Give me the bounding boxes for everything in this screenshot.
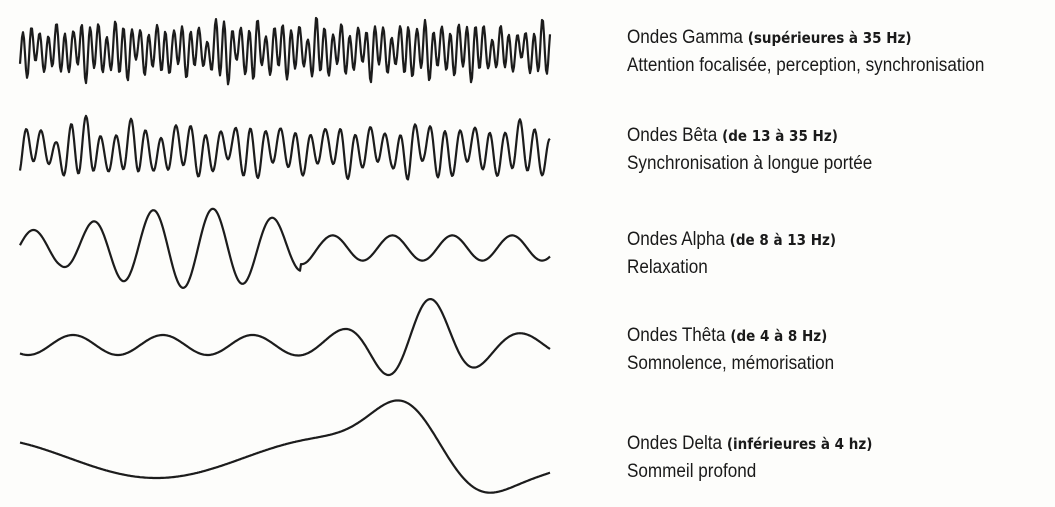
waves-figure (18, 16, 552, 494)
wave-label: Ondes Alpha (de 8 à 13 Hz) Relaxation (627, 226, 1055, 282)
wave-trace (18, 114, 551, 181)
wave-group (18, 16, 552, 494)
wave-trace (19, 207, 551, 289)
wave-range: (inférieures à 4 hz) (726, 435, 873, 453)
wave-range: (de 13 à 35 Hz) (722, 127, 838, 145)
wave-label: Ondes Gamma (supérieures à 35 Hz) Attent… (627, 24, 1055, 80)
wave-label: Ondes Bêta (de 13 à 35 Hz) Synchronisati… (627, 122, 1055, 178)
wave-label: Ondes Thêta (de 4 à 8 Hz) Somnolence, mé… (627, 322, 1055, 378)
wave-name: Ondes Alpha (627, 229, 725, 250)
wave-description: Synchronisation à longue portée (627, 153, 873, 174)
wave-range: (de 8 à 13 Hz) (729, 231, 837, 249)
wave-title: Ondes Gamma (supérieures à 35 Hz) (627, 24, 1012, 52)
wave-title: Ondes Bêta (de 13 à 35 Hz) (627, 122, 1012, 150)
wave-description: Attention focalisée, perception, synchro… (627, 55, 985, 76)
wave-name: Ondes Delta (627, 433, 723, 454)
wave-description: Sommeil profond (627, 461, 757, 482)
wave-name: Ondes Thêta (627, 325, 726, 346)
wave-trace (18, 16, 552, 86)
wave-title: Ondes Alpha (de 8 à 13 Hz) (627, 226, 1012, 254)
wave-trace (19, 298, 551, 377)
wave-description: Relaxation (627, 257, 708, 278)
wave-name: Ondes Gamma (627, 27, 743, 48)
wave-name: Ondes Bêta (627, 125, 718, 146)
wave-title: Ondes Thêta (de 4 à 8 Hz) (627, 322, 1012, 350)
wave-trace (19, 399, 551, 494)
wave-label: Ondes Delta (inférieures à 4 hz) Sommeil… (627, 430, 1055, 486)
wave-title: Ondes Delta (inférieures à 4 hz) (627, 430, 1012, 458)
wave-description: Somnolence, mémorisation (627, 353, 835, 374)
wave-range: (supérieures à 35 Hz) (747, 29, 912, 47)
wave-range: (de 4 à 8 Hz) (730, 327, 828, 345)
